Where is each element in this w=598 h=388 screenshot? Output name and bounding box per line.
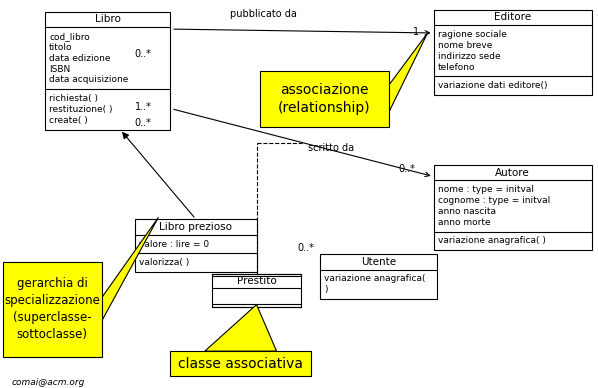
Bar [320, 254, 437, 299]
Text: Prestito: Prestito [237, 276, 276, 286]
Text: anno nascita: anno nascita [438, 207, 496, 216]
Bar [212, 274, 301, 307]
Bar [260, 71, 389, 127]
Text: variazione dati editore(): variazione dati editore() [438, 81, 547, 90]
Text: cognome : type = initval: cognome : type = initval [438, 196, 550, 205]
Text: ): ) [324, 285, 328, 294]
Text: associazione
(relationship): associazione (relationship) [278, 83, 371, 115]
Text: 0..*: 0..* [135, 118, 151, 128]
Text: ragione sociale: ragione sociale [438, 30, 507, 39]
Text: Autore: Autore [495, 168, 530, 178]
Bar [434, 10, 592, 95]
Text: pubblicato da: pubblicato da [230, 9, 297, 19]
Text: Editore: Editore [494, 12, 532, 23]
Text: nome breve: nome breve [438, 41, 492, 50]
Text: restituzione( ): restituzione( ) [49, 105, 112, 114]
Bar [135, 219, 257, 272]
Text: comai@acm.org: comai@acm.org [12, 378, 86, 387]
Text: 1: 1 [413, 27, 419, 37]
Text: create( ): create( ) [49, 116, 88, 125]
Polygon shape [102, 217, 158, 321]
Bar [170, 351, 311, 376]
Bar [3, 262, 102, 357]
Text: anno morte: anno morte [438, 218, 490, 227]
Text: data edizione: data edizione [49, 54, 111, 63]
Text: Utente: Utente [361, 257, 396, 267]
Text: nome : type = initval: nome : type = initval [438, 185, 534, 194]
Text: data acquisizione: data acquisizione [49, 75, 129, 85]
Text: Libro prezioso: Libro prezioso [159, 222, 233, 232]
Text: variazione anagrafica(: variazione anagrafica( [324, 274, 426, 284]
Text: 0..*: 0..* [297, 243, 314, 253]
Text: 0..*: 0..* [135, 48, 151, 59]
Text: variazione anagrafica( ): variazione anagrafica( ) [438, 236, 545, 246]
Text: valore : lire = 0: valore : lire = 0 [139, 239, 209, 249]
Text: classe associativa: classe associativa [178, 357, 303, 371]
Text: richiesta( ): richiesta( ) [49, 94, 98, 103]
Text: valorizza( ): valorizza( ) [139, 258, 189, 267]
Text: cod_libro: cod_libro [49, 32, 90, 41]
Bar [434, 165, 592, 250]
Text: 0..*: 0..* [399, 164, 416, 174]
Text: scritto da: scritto da [308, 143, 354, 153]
Text: gerarchia di
specializzazione
(superclasse-
sottoclasse): gerarchia di specializzazione (superclas… [4, 277, 100, 341]
Text: telefono: telefono [438, 62, 475, 72]
Text: Libro: Libro [94, 14, 121, 24]
Text: titolo: titolo [49, 43, 72, 52]
Text: 1..*: 1..* [135, 102, 151, 112]
Text: ISBN: ISBN [49, 64, 71, 74]
Bar [45, 12, 170, 130]
Polygon shape [389, 33, 428, 113]
Polygon shape [205, 305, 276, 351]
Text: indirizzo sede: indirizzo sede [438, 52, 501, 61]
